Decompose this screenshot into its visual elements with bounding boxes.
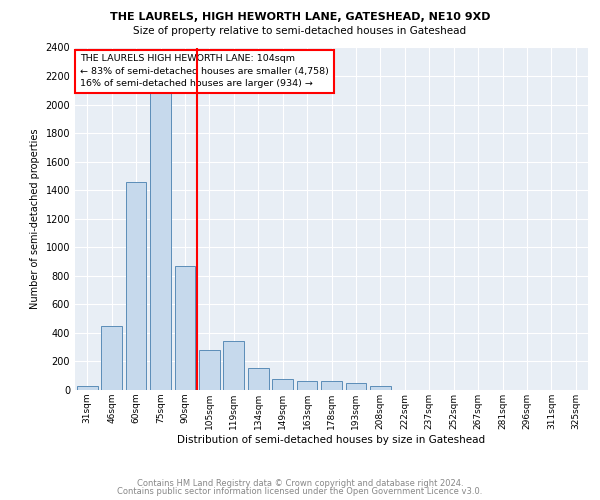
Bar — [321, 380, 342, 390]
Bar — [150, 76, 171, 390]
Text: THE LAURELS HIGH HEWORTH LANE: 104sqm
← 83% of semi-detached houses are smaller : THE LAURELS HIGH HEWORTH LANE: 104sqm ← … — [80, 54, 329, 88]
Bar — [272, 378, 293, 390]
Bar — [296, 380, 317, 390]
Bar — [175, 266, 196, 390]
Text: THE LAURELS, HIGH HEWORTH LANE, GATESHEAD, NE10 9XD: THE LAURELS, HIGH HEWORTH LANE, GATESHEA… — [110, 12, 490, 22]
X-axis label: Distribution of semi-detached houses by size in Gateshead: Distribution of semi-detached houses by … — [178, 434, 485, 444]
Bar — [77, 386, 98, 390]
Y-axis label: Number of semi-detached properties: Number of semi-detached properties — [30, 128, 40, 309]
Bar — [101, 326, 122, 390]
Bar — [223, 341, 244, 390]
Bar — [199, 350, 220, 390]
Bar — [125, 182, 146, 390]
Text: Size of property relative to semi-detached houses in Gateshead: Size of property relative to semi-detach… — [133, 26, 467, 36]
Text: Contains HM Land Registry data © Crown copyright and database right 2024.: Contains HM Land Registry data © Crown c… — [137, 478, 463, 488]
Bar — [370, 386, 391, 390]
Bar — [346, 383, 367, 390]
Bar — [248, 368, 269, 390]
Text: Contains public sector information licensed under the Open Government Licence v3: Contains public sector information licen… — [118, 487, 482, 496]
